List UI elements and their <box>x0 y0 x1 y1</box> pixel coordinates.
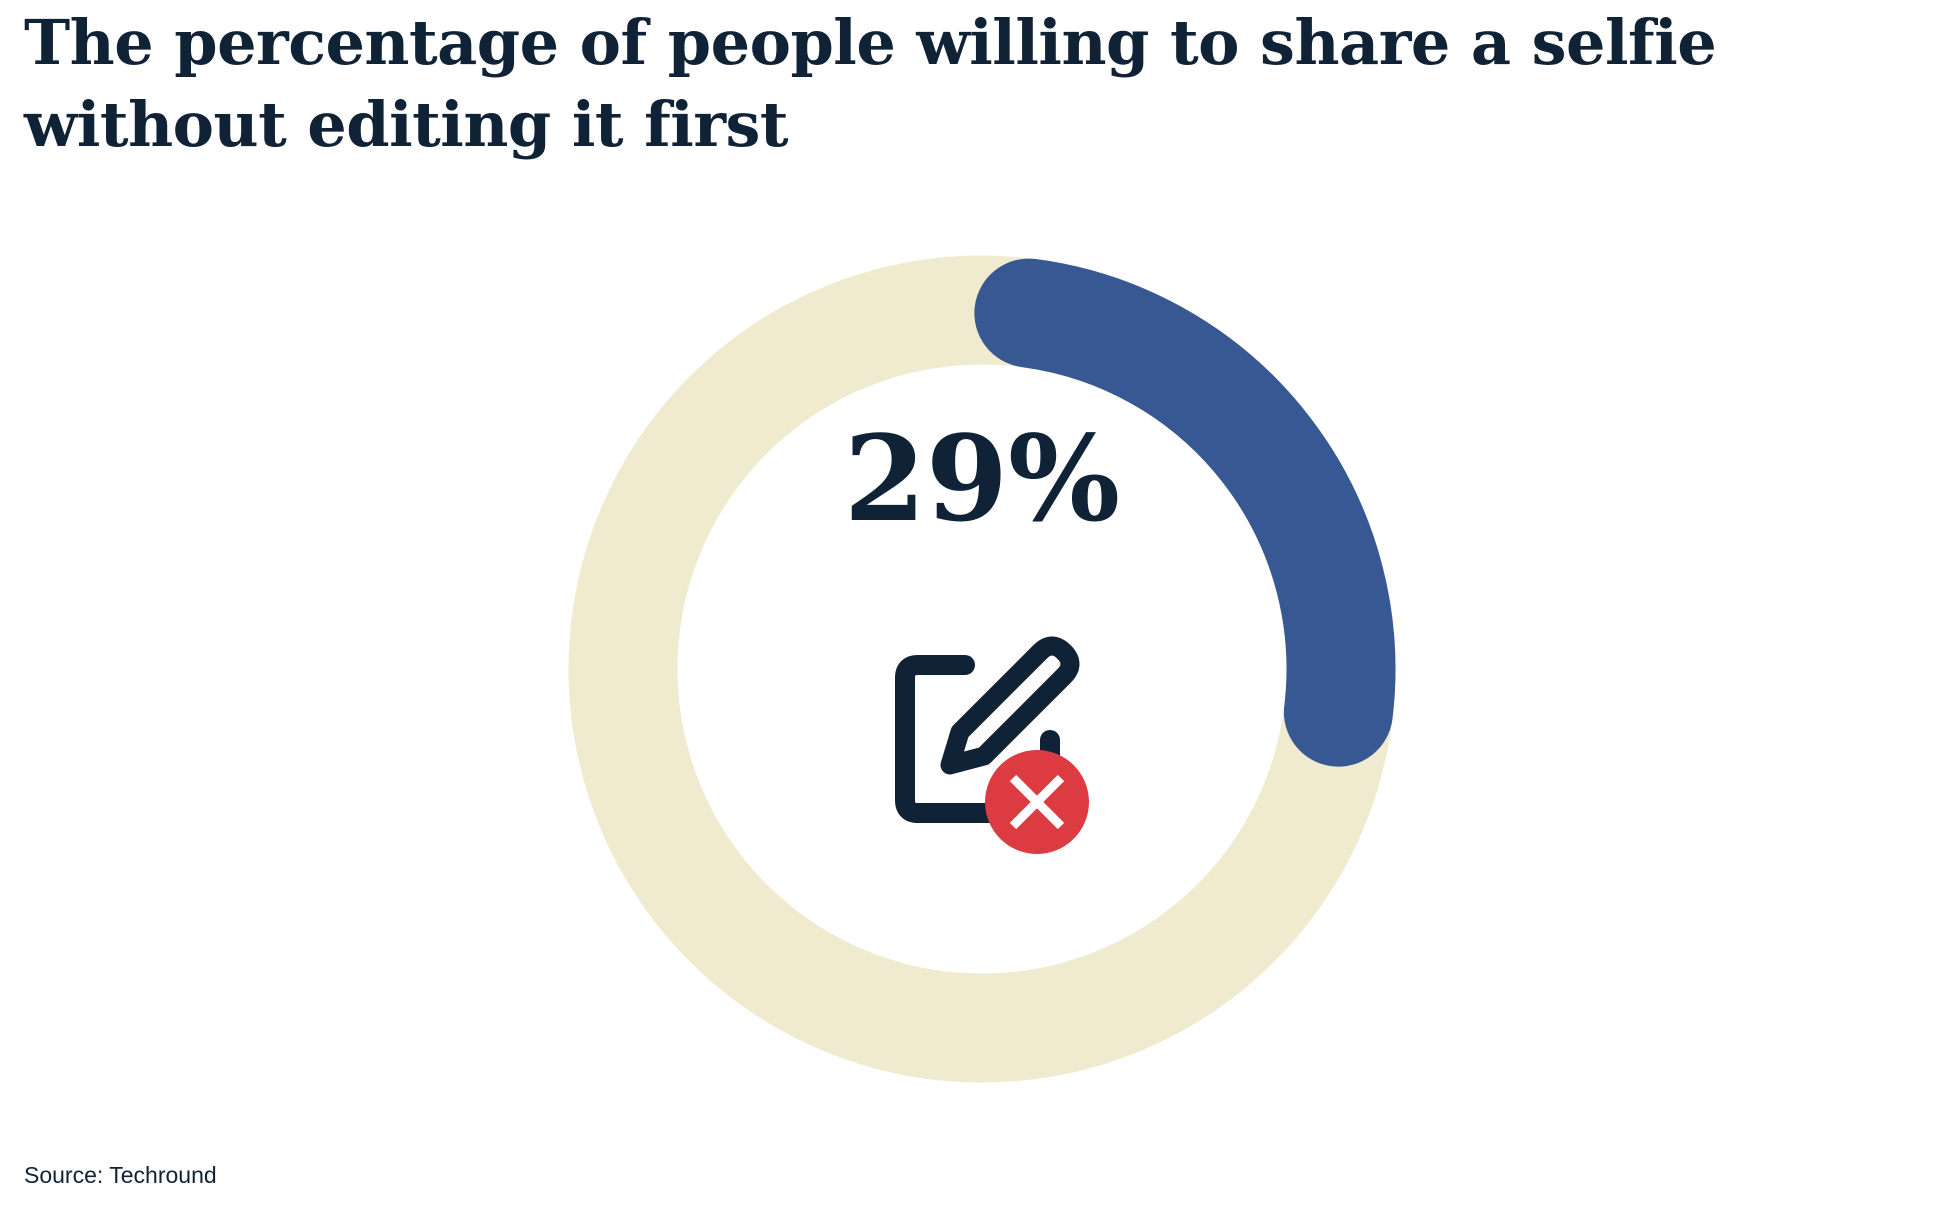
donut-value-arc <box>974 258 1396 767</box>
source-note: Source: Techround <box>24 1162 217 1188</box>
x-mark-icon <box>1009 774 1065 830</box>
edit-declined-icon <box>895 636 1089 854</box>
value-label: 29% <box>844 409 1120 548</box>
chart-title: The percentage of people willing to shar… <box>24 6 1717 161</box>
pencil-icon <box>940 636 1080 775</box>
